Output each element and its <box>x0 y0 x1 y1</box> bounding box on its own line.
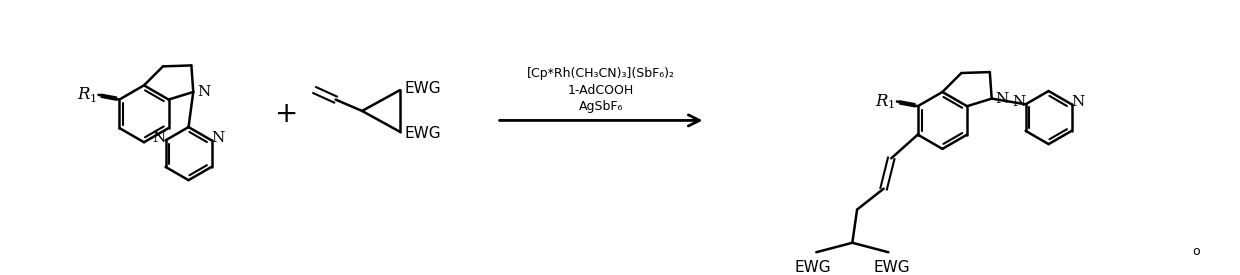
Text: N: N <box>996 92 1009 106</box>
Text: N: N <box>212 131 224 145</box>
Text: N: N <box>1012 95 1025 109</box>
Text: EWG: EWG <box>404 81 441 96</box>
Text: N: N <box>153 131 165 145</box>
Text: N: N <box>1071 95 1085 109</box>
Text: R: R <box>875 93 888 110</box>
Text: EWG: EWG <box>874 260 910 275</box>
Text: o: o <box>1193 245 1200 258</box>
Text: 1: 1 <box>888 100 895 110</box>
Text: 1-AdCOOH: 1-AdCOOH <box>568 84 634 97</box>
Text: EWG: EWG <box>794 260 831 275</box>
Text: EWG: EWG <box>404 126 441 141</box>
Text: [Cp*Rh(CH₃CN)₃](SbF₆)₂: [Cp*Rh(CH₃CN)₃](SbF₆)₂ <box>527 67 675 79</box>
Text: 1: 1 <box>89 94 97 104</box>
Text: +: + <box>274 100 298 128</box>
Text: R: R <box>77 86 89 103</box>
Text: AgSbF₆: AgSbF₆ <box>579 100 624 113</box>
Text: N: N <box>197 85 211 99</box>
